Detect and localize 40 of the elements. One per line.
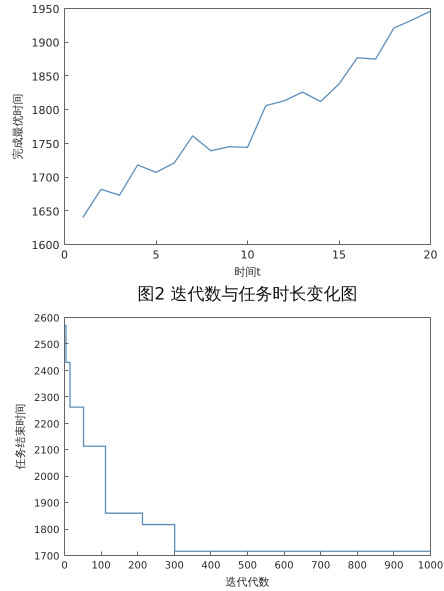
y-tick-label: 1600 xyxy=(32,239,60,252)
y-tick-label: 2400 xyxy=(34,366,60,378)
y-axis-title: 任务结束时间 xyxy=(14,404,28,470)
x-tick-label: 900 xyxy=(384,560,404,572)
y-tick-label: 1800 xyxy=(34,525,60,536)
y-tick-label: 1950 xyxy=(32,3,60,16)
y-tick-label: 2200 xyxy=(34,419,60,430)
y-tick-label: 1650 xyxy=(32,205,60,218)
x-axis-title: 时间t xyxy=(234,266,262,278)
y-tick-label: 2600 xyxy=(34,314,60,324)
y-tick-label: 1700 xyxy=(32,172,60,185)
y-tick-label: 1900 xyxy=(32,36,60,50)
y-tick-label: 2000 xyxy=(34,472,60,484)
x-axis-title: 迭代代数 xyxy=(226,576,270,588)
x-tick-label: 700 xyxy=(311,560,330,572)
y-tick-label: 1900 xyxy=(34,498,60,510)
x-tick-label: 0 xyxy=(61,248,68,262)
x-tick-label: 100 xyxy=(92,560,111,572)
x-tick-label: 200 xyxy=(128,560,148,572)
y-tick-label: 2100 xyxy=(34,446,60,457)
x-tick-label: 15 xyxy=(332,248,346,262)
x-tick-label: 500 xyxy=(238,560,258,572)
x-tick-label: 1000 xyxy=(418,560,444,572)
x-tick-label: 800 xyxy=(348,560,367,572)
x-tick-label: 10 xyxy=(240,248,254,262)
x-tick-label: 20 xyxy=(424,248,438,262)
y-tick-label: 1800 xyxy=(32,104,60,118)
x-tick-label: 5 xyxy=(152,248,160,262)
x-tick-label: 600 xyxy=(274,560,294,572)
y-tick-label: 1850 xyxy=(32,70,60,84)
y-tick-label: 1700 xyxy=(34,552,60,562)
y-tick-label: 2300 xyxy=(34,392,60,404)
caption: 图2 迭代数与任务时长变化图 xyxy=(137,284,358,304)
x-tick-label: 300 xyxy=(164,560,184,572)
y-tick-label: 1750 xyxy=(32,138,60,151)
x-tick-label: 400 xyxy=(201,560,220,572)
y-axis-title: 完成最优时间 xyxy=(12,94,25,160)
line-series xyxy=(82,10,430,218)
y-tick-label: 2500 xyxy=(34,340,60,351)
x-tick-label: 0 xyxy=(61,560,68,572)
